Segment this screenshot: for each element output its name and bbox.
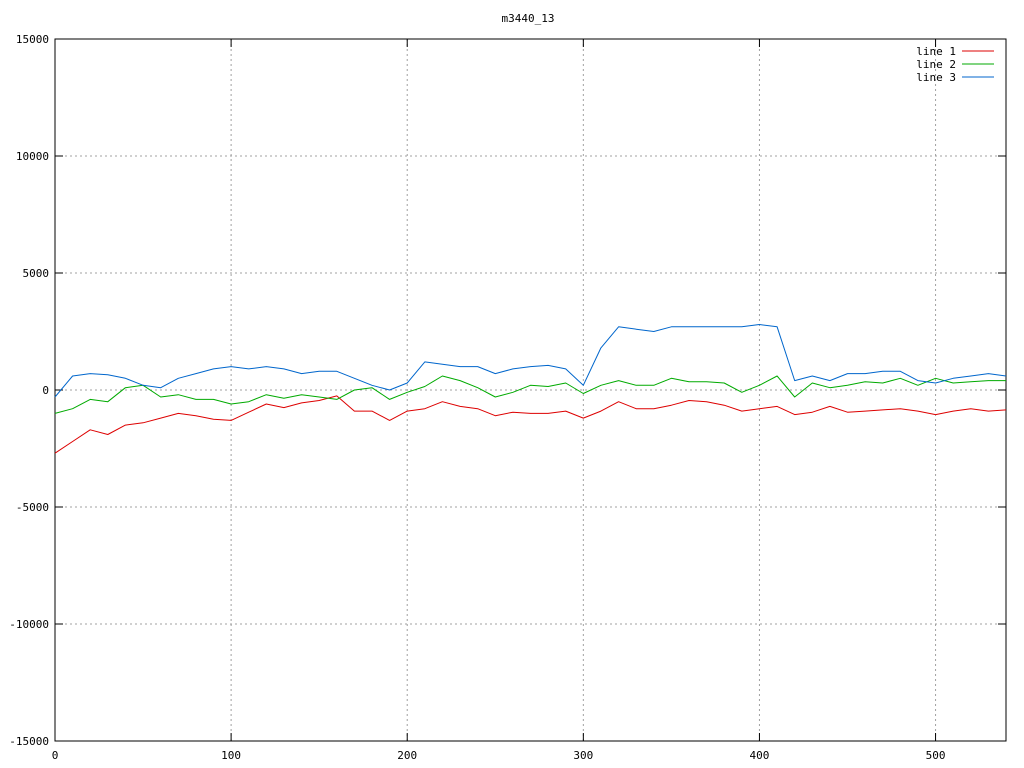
chart-title: m3440_13	[502, 12, 555, 25]
y-tick-label: -15000	[9, 735, 49, 748]
y-tick-label: 5000	[23, 267, 50, 280]
legend-label-3: line 3	[916, 71, 956, 84]
series-lines	[54, 324, 1007, 454]
grid	[55, 39, 1006, 741]
x-tick-label: 300	[573, 749, 593, 762]
x-tick-label: 400	[750, 749, 770, 762]
y-tick-label: 15000	[16, 33, 49, 46]
x-tick-label: 100	[221, 749, 241, 762]
series-line-1	[54, 395, 1007, 454]
y-tick-label: -5000	[16, 501, 49, 514]
y-tick-label: 10000	[16, 150, 49, 163]
series-line-3	[54, 324, 1007, 398]
x-tick-label: 200	[397, 749, 417, 762]
legend-label-1: line 1	[916, 45, 956, 58]
y-tick-label: -10000	[9, 618, 49, 631]
x-tick-label: 500	[926, 749, 946, 762]
axis-ticks: -15000 -10000 -5000 0 5000 10000 15000 0 100 200 3…	[9, 33, 1006, 762]
y-tick-label: 0	[42, 384, 49, 397]
legend-label-2: line 2	[916, 58, 956, 71]
series-line-2	[54, 375, 1006, 414]
x-tick-label: 0	[52, 749, 59, 762]
